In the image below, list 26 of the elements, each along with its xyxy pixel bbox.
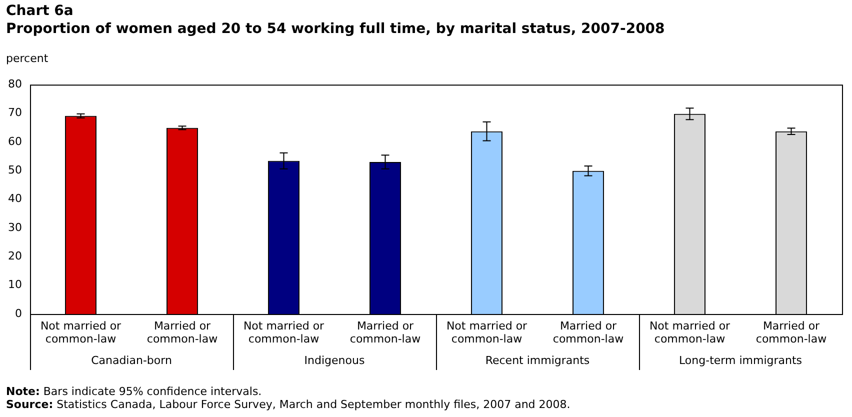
y-tick-label: 50 xyxy=(8,163,22,176)
y-tick-label: 0 xyxy=(15,306,22,320)
x-tick-label: Not married or common-law xyxy=(649,319,731,346)
text: Canadian-born xyxy=(91,354,172,367)
y-tick-label: 80 xyxy=(8,77,22,90)
x-tick-label: Married or common-law xyxy=(756,319,827,346)
y-tick-label: 30 xyxy=(8,220,22,234)
text: Indigenous xyxy=(304,354,365,367)
text: Long-term immigrants xyxy=(678,354,802,367)
x-tick-label: Married or common-law xyxy=(146,319,218,346)
x-tick-label: Married or common-law xyxy=(350,319,421,346)
source-note: Source: Statistics Canada, Labour Force Survey, March and September monthly files, 2007 and 2008. xyxy=(6,398,570,411)
y-tick-label: 20 xyxy=(8,250,22,263)
chart-subtitle: Proportion of women aged 20 to 54 working full time, by marital status, 2007-2008 xyxy=(6,21,665,37)
y-axis-title: percent xyxy=(6,52,48,65)
x-tick-label: Married or common-law xyxy=(552,319,624,346)
y-tick-label: 70 xyxy=(8,106,22,120)
y-tick-label: 40 xyxy=(8,192,22,206)
y-tick-label: 10 xyxy=(8,278,22,292)
chart-title: Chart 6a xyxy=(6,3,74,19)
y-tick-label: 60 xyxy=(8,134,22,148)
text: Recent immigrants xyxy=(485,354,590,367)
x-tick-label: Not married or common-law xyxy=(446,319,528,346)
x-tick-label: Not married or common-law xyxy=(40,319,122,346)
x-tick-label: Not married or common-law xyxy=(243,319,325,346)
text: Note: Bars indicate 95% confidence intervals. xyxy=(6,385,262,398)
